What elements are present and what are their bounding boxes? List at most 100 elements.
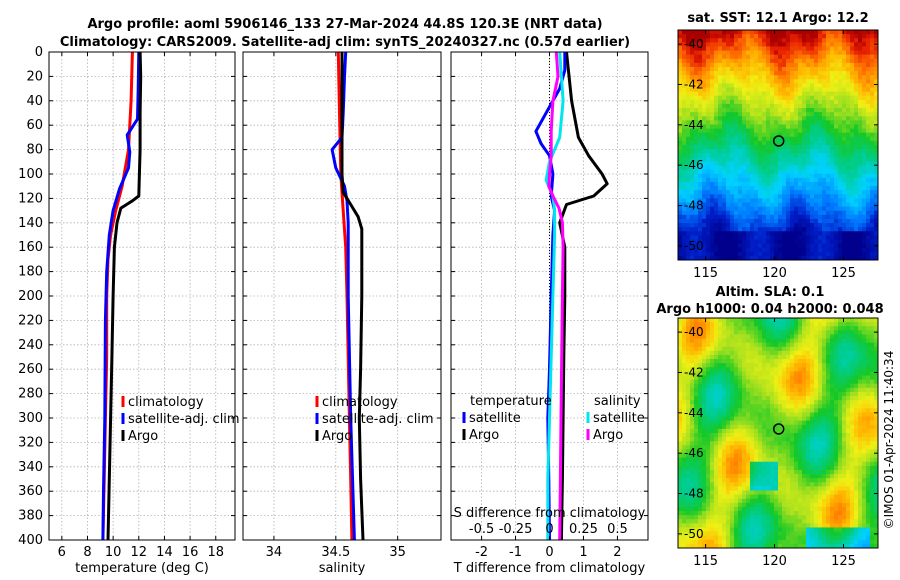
sla-cell — [790, 371, 795, 376]
sst-cell — [742, 58, 747, 64]
sst-cell — [806, 136, 811, 142]
sst-cell — [774, 153, 779, 158]
sst-cell — [746, 165, 751, 171]
sst-cell — [722, 223, 727, 228]
sla-cell — [826, 445, 831, 450]
sla-cell — [714, 322, 719, 327]
sst-cell — [782, 198, 787, 203]
sst-cell — [854, 235, 859, 240]
sst-cell — [682, 124, 687, 130]
sla-cell — [862, 326, 867, 331]
sst-cell — [750, 173, 755, 179]
sla-cell — [798, 449, 803, 455]
sla-cell — [802, 359, 807, 364]
sla-cell — [782, 404, 787, 409]
sst-cell — [754, 30, 759, 35]
sla-cell — [726, 445, 731, 450]
sst-cell — [750, 62, 755, 68]
sla-cell — [682, 465, 687, 471]
sla-cell — [862, 416, 867, 422]
sla-cell — [722, 457, 727, 463]
sst-cell — [706, 231, 711, 236]
sst-cell — [838, 227, 843, 232]
sst-lat-label: -40 — [684, 37, 704, 51]
sst-cell — [870, 157, 875, 162]
sst-cell — [770, 243, 775, 249]
sla-cell — [726, 363, 731, 368]
sla-cell — [682, 420, 687, 426]
sst-cell — [750, 251, 755, 257]
sst-cell — [814, 247, 819, 253]
sst-cell — [770, 62, 775, 68]
sla-cell — [854, 428, 859, 434]
sla-cell — [742, 375, 747, 381]
sst-cell — [798, 42, 803, 47]
sst-cell — [826, 112, 831, 117]
sst-cell — [770, 169, 775, 175]
sst-cell — [818, 62, 823, 68]
sst-cell — [702, 83, 707, 88]
sla-cell — [802, 334, 807, 340]
sst-cell — [706, 255, 711, 261]
sla-cell — [810, 342, 815, 348]
sla-cell — [694, 359, 699, 364]
sst-cell — [746, 177, 751, 183]
sst-cell — [694, 66, 699, 72]
sst-cell — [858, 202, 863, 208]
sst-cell — [870, 103, 875, 109]
sla-cell — [830, 391, 835, 397]
sst-cell — [854, 62, 859, 68]
sst-cell — [742, 120, 747, 125]
sla-cell — [802, 420, 807, 426]
sst-cell — [714, 149, 719, 154]
sst-cell — [722, 198, 727, 203]
sst-cell — [834, 54, 839, 60]
sla-cell — [738, 383, 743, 389]
sla-cell — [874, 408, 879, 413]
sst-cell — [762, 46, 767, 52]
sst-cell — [826, 87, 831, 93]
sst-cell — [770, 95, 775, 101]
sst-cell — [714, 103, 719, 109]
sla-cell — [682, 441, 687, 446]
sst-cell — [802, 79, 807, 84]
sla-cell — [738, 334, 743, 340]
sla-cell — [682, 408, 687, 413]
sla-cell — [862, 342, 867, 348]
sst-cell — [690, 91, 695, 97]
sst-cell — [678, 108, 683, 113]
sst-cell — [794, 251, 799, 257]
sla-cell — [778, 465, 783, 471]
sst-cell — [842, 58, 847, 64]
sst-cell — [778, 210, 783, 216]
sla-cell — [790, 387, 795, 393]
sst-cell — [874, 83, 879, 88]
sst-cell — [798, 79, 803, 84]
depth-tick-label: 40 — [26, 94, 43, 109]
sla-cell — [726, 334, 731, 340]
sst-cell — [798, 165, 803, 171]
sst-cell — [710, 169, 715, 175]
sla-cell — [750, 367, 755, 372]
sst-cell — [846, 149, 851, 154]
sst-cell — [778, 71, 783, 76]
sst-cell — [786, 239, 791, 245]
sla-cell — [718, 359, 723, 364]
sst-cell — [854, 161, 859, 167]
sla-cell — [818, 416, 823, 422]
sla-cell — [754, 322, 759, 327]
sst-cell — [854, 108, 859, 113]
sla-cell — [778, 375, 783, 381]
sla-cell — [778, 334, 783, 340]
sla-cell — [798, 416, 803, 422]
sst-cell — [730, 108, 735, 113]
sst-cell — [734, 87, 739, 93]
sla-cell — [690, 441, 695, 446]
sla-cell — [706, 375, 711, 381]
sst-cell — [698, 66, 703, 72]
sst-cell — [714, 165, 719, 171]
sst-cell — [702, 157, 707, 162]
sst-cell — [714, 54, 719, 60]
sst-cell — [758, 190, 763, 195]
sla-cell — [782, 330, 787, 335]
